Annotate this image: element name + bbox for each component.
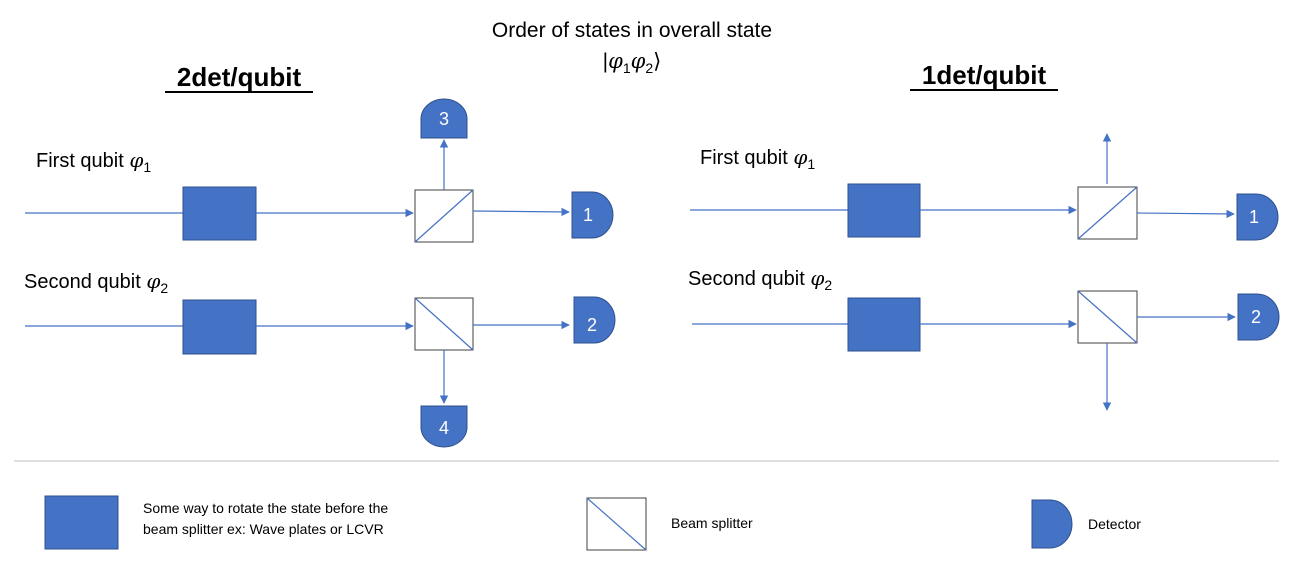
legend-beam-splitter-diagonal (586, 497, 647, 551)
detector-2 (573, 296, 616, 344)
left-first-rotator (182, 186, 257, 241)
detector-2-label: 2 (587, 315, 597, 335)
legend-rotator-text-line2: beam splitter ex: Wave plates or LCVR (143, 521, 384, 537)
left-first-qubit-label: First qubit φ1 (36, 148, 151, 175)
detector-4-label: 4 (439, 418, 449, 438)
right-second-qubit-label: Second qubit φ2 (688, 266, 832, 293)
left-first-splitter-diagonal (414, 189, 474, 243)
right-setup: 1det/qubit First qubit φ1 Second qubit φ… (688, 60, 1280, 411)
right-first-rotator (847, 183, 921, 238)
right-second-splitter-diagonal (1077, 290, 1138, 344)
detector-1 (571, 191, 614, 239)
legend-detector-swatch (1031, 499, 1073, 549)
detector-3-label: 3 (439, 109, 449, 129)
left-second-splitter-diagonal (414, 297, 474, 351)
left-second-rotator (182, 299, 257, 355)
right-first-splitter-diagonal (1077, 186, 1138, 240)
overall-state-ket: |φ1φ2⟩ (603, 49, 662, 76)
detector-4 (420, 405, 468, 448)
detector-1-label: 1 (583, 205, 593, 225)
right-detector-2-label: 2 (1251, 307, 1261, 327)
right-detector-2 (1237, 293, 1280, 341)
legend-rotator-swatch (44, 495, 119, 550)
right-second-rotator (847, 297, 921, 352)
legend-detector-text: Detector (1088, 516, 1141, 532)
legend-rotator-text-line1: Some way to rotate the state before the (143, 500, 388, 516)
left-second-qubit-label: Second qubit φ2 (24, 269, 168, 296)
right-detector-1-label: 1 (1249, 207, 1259, 227)
right-heading: 1det/qubit (922, 60, 1047, 90)
left-setup: 2det/qubit First qubit φ1 Second qubit φ… (24, 62, 616, 448)
right-first-qubit-label: First qubit φ1 (700, 145, 815, 172)
detector-3 (420, 98, 468, 139)
right-arrow-to-detector-1 (1136, 209, 1235, 219)
right-detector-1 (1236, 193, 1279, 241)
overall-state-title: Order of states in overall state (492, 19, 772, 42)
legend-beam-splitter-text: Beam splitter (671, 515, 753, 531)
legend: Some way to rotate the state before the … (44, 495, 1141, 551)
left-heading: 2det/qubit (177, 62, 302, 92)
left-arrow-to-detector-1 (472, 207, 570, 217)
